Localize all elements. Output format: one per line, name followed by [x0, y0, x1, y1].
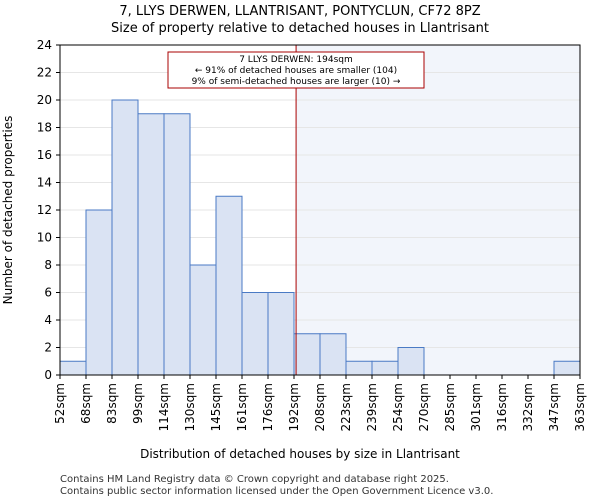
x-tick-label-145sqm: 145sqm	[209, 383, 223, 431]
y-tick-label-18: 18	[37, 121, 52, 135]
annotation-box: 7 LLYS DERWEN: 194sqm ← 91% of detached …	[167, 51, 425, 89]
bar-52sqm	[59, 360, 87, 376]
x-tick-label-130sqm: 130sqm	[183, 383, 197, 431]
bar-208sqm	[319, 333, 347, 376]
x-tick-label-114sqm: 114sqm	[157, 383, 171, 431]
bar-239sqm	[371, 360, 399, 376]
bar-223sqm	[345, 360, 373, 376]
chart-title: 7, LLYS DERWEN, LLANTRISANT, PONTYCLUN, …	[119, 4, 480, 19]
x-tick-label-347sqm: 347sqm	[547, 383, 561, 431]
chart-subtitle: Size of property relative to detached ho…	[111, 21, 489, 36]
x-tick-label-332sqm: 332sqm	[521, 383, 535, 431]
bar-99sqm	[137, 113, 165, 376]
bar-347sqm	[553, 360, 581, 376]
x-axis-label: Distribution of detached houses by size …	[140, 447, 460, 461]
bar-161sqm	[241, 292, 269, 376]
bar-130sqm	[189, 264, 217, 376]
y-axis-label: Number of detached properties	[1, 116, 15, 305]
y-tick-label-24: 24	[37, 38, 52, 52]
bar-192sqm	[293, 333, 321, 376]
x-tick-label-176sqm: 176sqm	[261, 383, 275, 431]
x-tick-label-270sqm: 270sqm	[417, 383, 431, 431]
y-tick-label-14: 14	[37, 176, 52, 190]
y-tick-label-22: 22	[37, 66, 52, 80]
x-tick-label-52sqm: 52sqm	[53, 383, 67, 424]
x-tick-label-254sqm: 254sqm	[391, 383, 405, 431]
y-tick-label-6: 6	[44, 286, 52, 300]
annotation-line-2: ← 91% of detached houses are smaller (10…	[195, 66, 397, 76]
footer-line-2: Contains public sector information licen…	[60, 486, 493, 497]
y-tick-label-4: 4	[44, 313, 52, 327]
y-tick-label-10: 10	[37, 231, 52, 245]
y-tick-label-20: 20	[37, 93, 52, 107]
y-tick-label-2: 2	[44, 341, 52, 355]
x-tick-label-285sqm: 285sqm	[443, 383, 457, 431]
y-tick-label-16: 16	[37, 148, 52, 162]
y-tick-label-0: 0	[44, 368, 52, 382]
x-axis-ticks: 52sqm 68sqm 83sqm 99sqm 114sqm 130sqm 145sqm 16…	[53, 375, 587, 431]
bar-176sqm	[267, 292, 295, 376]
footer-line-1: Contains HM Land Registry data © Crown c…	[60, 474, 449, 485]
annotation-line-1: 7 LLYS DERWEN: 194sqm	[239, 55, 353, 65]
bar-83sqm	[111, 99, 139, 376]
x-tick-label-239sqm: 239sqm	[365, 383, 379, 431]
x-tick-label-68sqm: 68sqm	[79, 383, 93, 424]
bar-114sqm	[163, 113, 191, 376]
y-tick-label-8: 8	[44, 258, 52, 272]
x-tick-label-223sqm: 223sqm	[339, 383, 353, 431]
x-tick-label-99sqm: 99sqm	[131, 383, 145, 424]
x-tick-label-301sqm: 301sqm	[469, 383, 483, 431]
bar-145sqm	[215, 195, 243, 376]
x-tick-label-192sqm: 192sqm	[287, 383, 301, 431]
x-tick-label-161sqm: 161sqm	[235, 383, 249, 431]
annotation-line-3: 9% of semi-detached houses are larger (1…	[192, 77, 401, 87]
x-tick-label-208sqm: 208sqm	[313, 383, 327, 431]
x-tick-label-316sqm: 316sqm	[495, 383, 509, 431]
y-tick-label-12: 12	[37, 203, 52, 217]
annotation-frame	[167, 51, 425, 89]
x-tick-label-363sqm: 363sqm	[573, 383, 587, 431]
bar-254sqm	[397, 347, 425, 376]
bars	[59, 99, 581, 376]
bar-68sqm	[85, 209, 113, 376]
x-tick-label-83sqm: 83sqm	[105, 383, 119, 424]
